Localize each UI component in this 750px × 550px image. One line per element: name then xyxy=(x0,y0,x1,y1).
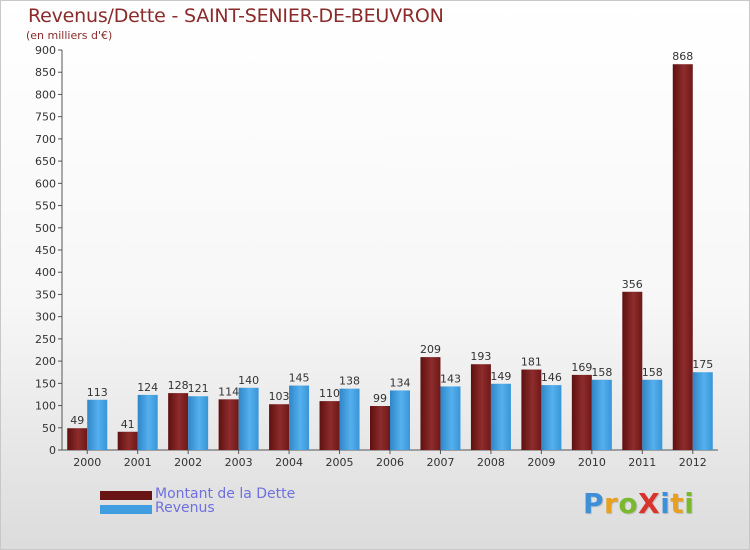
bar-dette xyxy=(521,369,542,450)
bar-revenus xyxy=(238,387,259,450)
bar-dette xyxy=(571,374,592,450)
bar-revenus xyxy=(490,383,511,450)
x-tick-label: 2002 xyxy=(174,456,202,469)
y-tick-label: 400 xyxy=(35,266,56,279)
data-label-revenus: 121 xyxy=(188,382,209,395)
data-label-dette: 110 xyxy=(319,387,340,400)
bar-dette xyxy=(117,431,138,450)
bar-revenus xyxy=(390,390,410,450)
x-tick-label: 2001 xyxy=(124,456,152,469)
data-label-revenus: 138 xyxy=(339,375,360,388)
y-tick-label: 850 xyxy=(35,66,56,79)
data-label-revenus: 149 xyxy=(490,370,511,383)
bar-dette xyxy=(672,64,693,450)
y-tick-label: 0 xyxy=(49,444,56,457)
y-tick-label: 300 xyxy=(35,311,56,324)
y-tick-label: 550 xyxy=(35,200,56,213)
data-label-dette: 356 xyxy=(622,278,643,291)
legend-swatch-revenus xyxy=(100,505,152,514)
data-label-revenus: 124 xyxy=(137,381,158,394)
x-tick-label: 2012 xyxy=(679,456,707,469)
data-label-dette: 209 xyxy=(420,343,441,356)
y-tick-label: 750 xyxy=(35,111,56,124)
y-tick-label: 150 xyxy=(35,377,56,390)
data-label-revenus: 143 xyxy=(440,372,461,385)
data-label-revenus: 146 xyxy=(541,371,562,384)
bar-revenus xyxy=(289,385,310,450)
data-label-dette: 99 xyxy=(373,392,387,405)
data-label-revenus: 158 xyxy=(642,366,663,379)
y-tick-label: 800 xyxy=(35,88,56,101)
data-label-revenus: 145 xyxy=(289,372,310,385)
x-tick-label: 2003 xyxy=(225,456,253,469)
legend-label-dette: Montant de la Dette xyxy=(155,486,296,502)
chart-title: Revenus/Dette - SAINT-SENIER-DE-BEUVRON xyxy=(28,5,444,27)
y-tick-label: 200 xyxy=(35,355,56,368)
bar-revenus xyxy=(692,372,713,450)
y-tick-label: 50 xyxy=(42,422,56,435)
bar-revenus xyxy=(591,379,612,450)
x-tick-label: 2007 xyxy=(426,456,454,469)
data-label-dette: 103 xyxy=(269,390,290,403)
bar-revenus xyxy=(440,386,461,450)
x-tick-label: 2009 xyxy=(527,456,555,469)
data-label-dette: 169 xyxy=(571,361,592,374)
bar-revenus xyxy=(339,388,360,450)
data-label-revenus: 140 xyxy=(238,374,259,387)
bar-dette xyxy=(67,428,88,450)
y-tick-label: 600 xyxy=(35,177,56,190)
x-tick-label: 2010 xyxy=(578,456,606,469)
x-tick-label: 2006 xyxy=(376,456,404,469)
bar-dette xyxy=(218,399,239,450)
data-label-revenus: 113 xyxy=(87,386,108,399)
data-label-revenus: 175 xyxy=(692,358,713,371)
y-tick-label: 700 xyxy=(35,133,56,146)
x-tick-label: 2000 xyxy=(73,456,101,469)
x-tick-label: 2005 xyxy=(326,456,354,469)
y-tick-label: 500 xyxy=(35,222,56,235)
bar-dette xyxy=(622,291,643,450)
bar-revenus xyxy=(137,394,158,450)
chart-subtitle: (en milliers d'€) xyxy=(26,29,113,42)
bar-dette xyxy=(269,404,290,450)
proxiti-logo: ProXiti xyxy=(583,487,695,520)
data-label-dette: 128 xyxy=(168,379,189,392)
x-tick-label: 2011 xyxy=(628,456,656,469)
bar-revenus xyxy=(541,385,562,450)
bar-revenus xyxy=(87,399,108,450)
data-label-revenus: 134 xyxy=(390,376,411,389)
data-label-dette: 41 xyxy=(121,418,135,431)
y-tick-label: 350 xyxy=(35,288,56,301)
bar-dette xyxy=(470,364,491,450)
legend-swatch-dette xyxy=(100,491,152,500)
y-tick-label: 100 xyxy=(35,400,56,413)
data-label-dette: 868 xyxy=(672,50,693,63)
data-label-dette: 49 xyxy=(70,414,84,427)
bar-revenus xyxy=(188,396,209,450)
data-label-dette: 181 xyxy=(521,356,542,369)
bar-dette xyxy=(420,357,441,450)
data-label-dette: 114 xyxy=(218,385,239,398)
y-tick-label: 900 xyxy=(35,44,56,57)
data-label-dette: 193 xyxy=(470,350,491,363)
data-label-revenus: 158 xyxy=(591,366,612,379)
bar-revenus xyxy=(642,379,663,450)
x-tick-label: 2008 xyxy=(477,456,505,469)
bar-dette xyxy=(370,406,390,450)
x-tick-label: 2004 xyxy=(275,456,303,469)
y-tick-label: 450 xyxy=(35,244,56,257)
bar-dette xyxy=(319,401,340,450)
legend-label-revenus: Revenus xyxy=(155,500,215,516)
y-tick-label: 250 xyxy=(35,333,56,346)
bar-dette xyxy=(168,393,189,450)
y-tick-label: 650 xyxy=(35,155,56,168)
